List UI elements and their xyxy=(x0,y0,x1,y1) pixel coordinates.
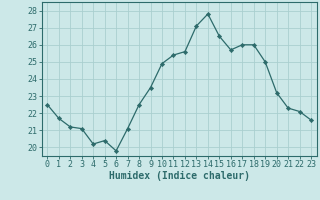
X-axis label: Humidex (Indice chaleur): Humidex (Indice chaleur) xyxy=(109,171,250,181)
